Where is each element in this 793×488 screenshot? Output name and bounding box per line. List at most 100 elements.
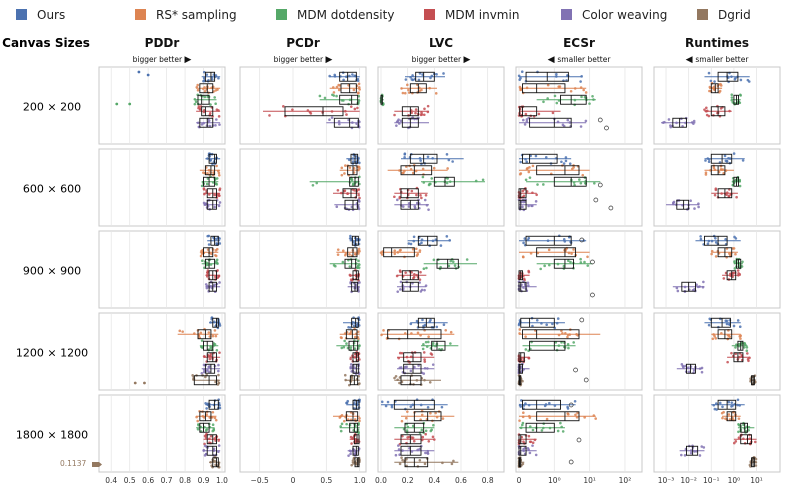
data-point <box>401 449 404 452</box>
data-point <box>418 249 422 252</box>
data-point <box>217 204 221 208</box>
data-point <box>535 193 538 197</box>
data-point <box>203 454 207 457</box>
data-point <box>564 332 567 335</box>
data-point <box>453 264 457 267</box>
data-point <box>734 346 737 349</box>
data-point <box>707 160 711 164</box>
data-point <box>338 122 341 126</box>
data-point <box>409 75 412 79</box>
data-point <box>403 91 407 95</box>
data-point <box>700 445 704 448</box>
box <box>518 281 527 292</box>
data-point <box>481 178 485 182</box>
legend-swatch <box>135 9 146 20</box>
data-point <box>414 169 418 173</box>
data-point <box>575 332 578 336</box>
data-point <box>318 94 322 98</box>
data-point <box>446 167 449 170</box>
box <box>536 411 580 422</box>
tick-label: 0.4 <box>428 476 440 485</box>
panel-pddr-3 <box>98 230 226 309</box>
panel-frame <box>98 394 226 473</box>
box <box>400 165 433 176</box>
data-point <box>356 106 359 110</box>
data-point <box>521 189 525 193</box>
data-point <box>522 449 525 453</box>
data-point <box>449 342 452 345</box>
data-point <box>518 332 521 335</box>
panel-ecsr-3 <box>515 230 643 309</box>
data-point <box>206 177 210 180</box>
data-point <box>215 183 219 186</box>
data-point <box>398 169 401 172</box>
data-point <box>203 86 206 89</box>
data-point <box>741 159 745 162</box>
data-point <box>196 121 200 125</box>
outlier-point <box>137 70 141 74</box>
data-point <box>689 199 692 203</box>
data-point <box>414 111 417 115</box>
data-point <box>730 93 734 97</box>
data-point <box>356 91 360 95</box>
data-point <box>429 411 432 415</box>
data-point <box>345 422 348 426</box>
data-point <box>207 168 211 172</box>
data-point <box>521 462 525 466</box>
data-point <box>732 152 736 155</box>
data-point <box>566 335 569 339</box>
data-point <box>357 99 361 102</box>
data-point <box>548 426 552 430</box>
data-point <box>205 261 209 265</box>
data-point <box>526 447 530 450</box>
data-point <box>709 79 713 83</box>
data-point <box>344 378 347 382</box>
data-point <box>353 107 357 111</box>
data-point <box>448 239 452 242</box>
data-point <box>207 193 211 196</box>
data-point <box>736 403 739 407</box>
data-point <box>518 85 522 89</box>
data-point <box>339 429 343 433</box>
data-point <box>427 340 430 344</box>
data-point <box>575 415 579 419</box>
data-point <box>556 120 560 124</box>
data-point <box>737 342 741 346</box>
data-point <box>722 171 725 175</box>
data-point <box>214 102 217 106</box>
data-point <box>214 334 218 338</box>
data-point <box>348 253 351 256</box>
legend-swatch <box>424 9 435 20</box>
data-point <box>527 284 530 287</box>
tick-label: −0.5 <box>251 476 269 485</box>
data-point <box>560 425 563 429</box>
data-point <box>699 235 702 238</box>
data-point <box>557 344 561 347</box>
box <box>522 83 566 94</box>
box <box>387 329 442 340</box>
panel-frame <box>239 66 367 145</box>
data-point <box>344 253 347 257</box>
legend-item-5: Color weaving <box>561 8 667 22</box>
data-point <box>579 261 583 264</box>
data-point <box>211 181 215 184</box>
panel-runtimes-3 <box>653 230 781 309</box>
data-point <box>573 98 577 102</box>
data-point <box>350 370 354 373</box>
box <box>349 422 359 433</box>
data-point <box>432 258 436 262</box>
column-ecsr: ECSr ◀ smaller better 0 10⁰ 10¹ 10² <box>515 36 643 485</box>
data-point <box>578 178 581 181</box>
data-point <box>537 112 541 116</box>
data-point <box>402 171 405 175</box>
box <box>686 445 699 456</box>
data-point <box>423 360 427 363</box>
data-point <box>420 413 424 417</box>
data-point <box>745 346 749 349</box>
data-point <box>194 100 198 103</box>
data-point <box>410 450 414 453</box>
data-point <box>411 436 415 440</box>
data-point <box>704 159 707 162</box>
data-point <box>357 247 361 251</box>
box <box>284 106 344 117</box>
